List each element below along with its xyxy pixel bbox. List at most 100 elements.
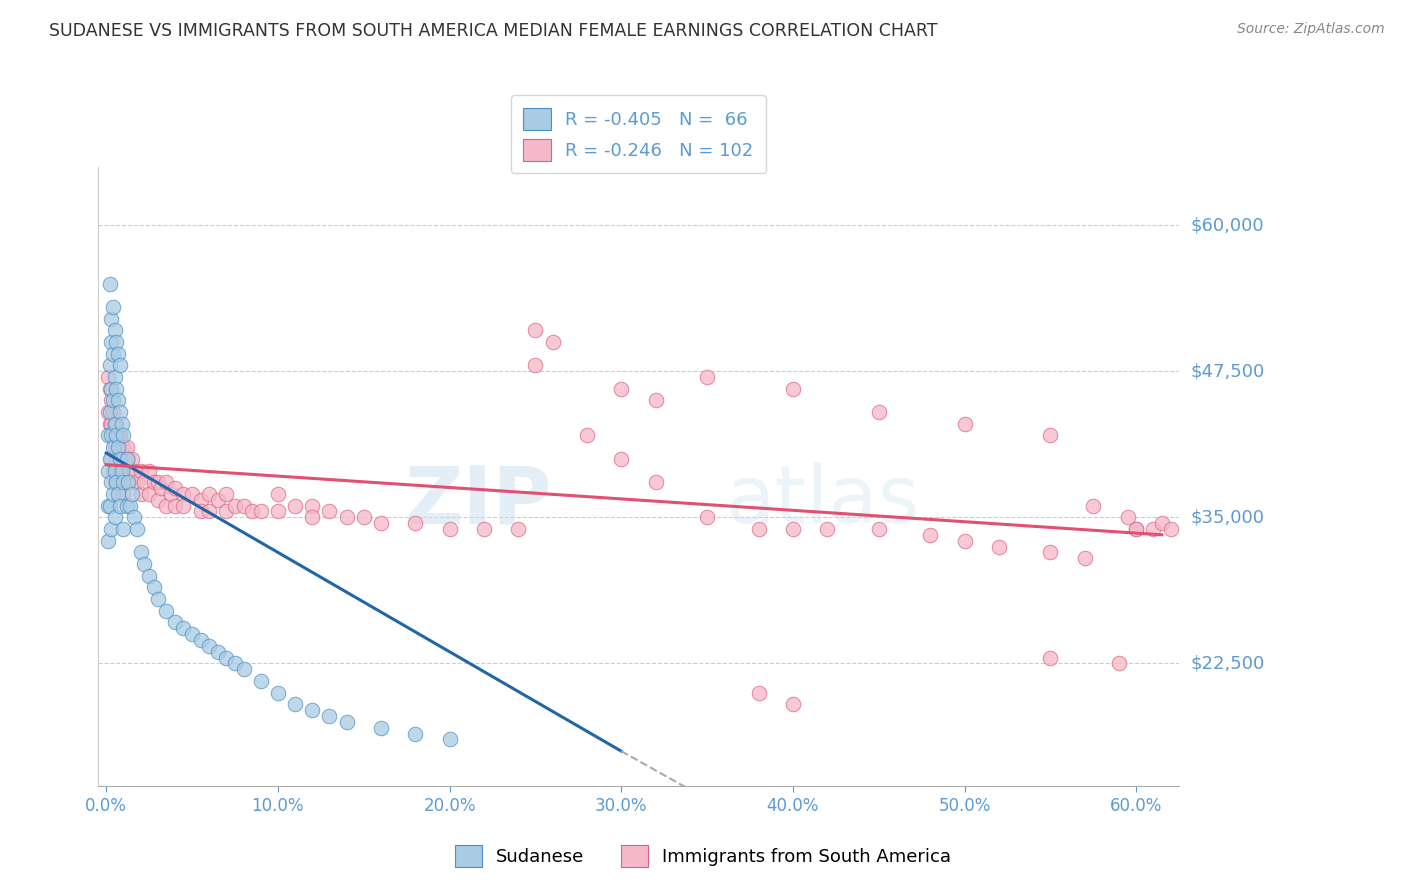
Point xyxy=(101,464,124,478)
Point xyxy=(267,487,290,501)
Point xyxy=(104,417,127,431)
Point xyxy=(249,504,271,518)
Point xyxy=(575,428,598,442)
Point xyxy=(125,475,148,490)
Point xyxy=(121,475,143,490)
Point xyxy=(198,639,221,653)
Point xyxy=(111,464,134,478)
Point xyxy=(155,475,177,490)
Point xyxy=(100,382,122,396)
Point xyxy=(249,673,271,688)
Point xyxy=(953,417,976,431)
Point xyxy=(100,428,122,442)
Point xyxy=(1039,428,1062,442)
Point xyxy=(150,481,173,495)
Point xyxy=(610,451,633,466)
Point xyxy=(224,499,246,513)
Point xyxy=(107,428,129,442)
Point xyxy=(1116,510,1139,524)
Point xyxy=(98,417,121,431)
Point xyxy=(100,522,122,536)
Point xyxy=(335,714,357,729)
Point xyxy=(101,428,124,442)
Point xyxy=(107,464,129,478)
Point xyxy=(868,405,890,419)
Point xyxy=(1083,499,1105,513)
Point xyxy=(104,475,127,490)
Point xyxy=(198,487,221,501)
Text: $22,500: $22,500 xyxy=(1191,655,1264,673)
Point xyxy=(108,428,131,442)
Point xyxy=(267,685,290,699)
Point xyxy=(112,475,135,490)
Point xyxy=(107,440,129,454)
Point xyxy=(696,510,718,524)
Point xyxy=(163,481,186,495)
Point xyxy=(163,615,186,630)
Point xyxy=(155,499,177,513)
Point xyxy=(108,405,131,419)
Point xyxy=(215,504,238,518)
Point xyxy=(155,604,177,618)
Point xyxy=(190,504,212,518)
Point xyxy=(524,359,547,373)
Point xyxy=(101,346,124,360)
Point xyxy=(1039,650,1062,665)
Point xyxy=(104,417,127,431)
Point xyxy=(115,451,138,466)
Point xyxy=(132,557,155,571)
Legend: Sudanese, Immigrants from South America: Sudanese, Immigrants from South America xyxy=(447,838,959,874)
Point xyxy=(112,428,135,442)
Point xyxy=(100,393,122,408)
Point xyxy=(987,540,1010,554)
Point xyxy=(284,499,307,513)
Point xyxy=(100,417,122,431)
Point xyxy=(105,451,128,466)
Point xyxy=(318,709,340,723)
Point xyxy=(172,499,194,513)
Point xyxy=(696,370,718,384)
Point xyxy=(100,311,122,326)
Text: $47,500: $47,500 xyxy=(1191,362,1264,380)
Point xyxy=(335,510,357,524)
Point xyxy=(117,475,139,490)
Point xyxy=(112,464,135,478)
Point xyxy=(610,382,633,396)
Text: SUDANESE VS IMMIGRANTS FROM SOUTH AMERICA MEDIAN FEMALE EARNINGS CORRELATION CHA: SUDANESE VS IMMIGRANTS FROM SOUTH AMERIC… xyxy=(49,22,938,40)
Point xyxy=(232,662,254,676)
Point xyxy=(370,516,392,530)
Point xyxy=(129,545,152,559)
Point xyxy=(138,464,160,478)
Point xyxy=(508,522,530,536)
Point xyxy=(524,323,547,337)
Point xyxy=(370,721,392,735)
Point xyxy=(1125,522,1147,536)
Legend: R = -0.405   N =  66, R = -0.246   N = 102: R = -0.405 N = 66, R = -0.246 N = 102 xyxy=(510,95,766,173)
Point xyxy=(207,645,229,659)
Point xyxy=(101,300,124,314)
Point xyxy=(111,417,134,431)
Point xyxy=(97,428,120,442)
Point xyxy=(181,487,204,501)
Text: $35,000: $35,000 xyxy=(1191,508,1264,526)
Point xyxy=(138,568,160,582)
Point xyxy=(100,451,122,466)
Point xyxy=(104,464,127,478)
Point xyxy=(108,464,131,478)
Point xyxy=(146,592,169,607)
Point xyxy=(181,627,204,641)
Point xyxy=(284,698,307,712)
Point xyxy=(97,533,120,548)
Point xyxy=(129,464,152,478)
Point xyxy=(1150,516,1173,530)
Point xyxy=(105,417,128,431)
Point xyxy=(101,487,124,501)
Text: ZIP: ZIP xyxy=(405,462,551,541)
Point xyxy=(120,464,142,478)
Point xyxy=(868,522,890,536)
Point xyxy=(98,451,121,466)
Point xyxy=(107,487,129,501)
Text: atlas: atlas xyxy=(725,462,920,541)
Point xyxy=(105,428,128,442)
Point xyxy=(782,382,804,396)
